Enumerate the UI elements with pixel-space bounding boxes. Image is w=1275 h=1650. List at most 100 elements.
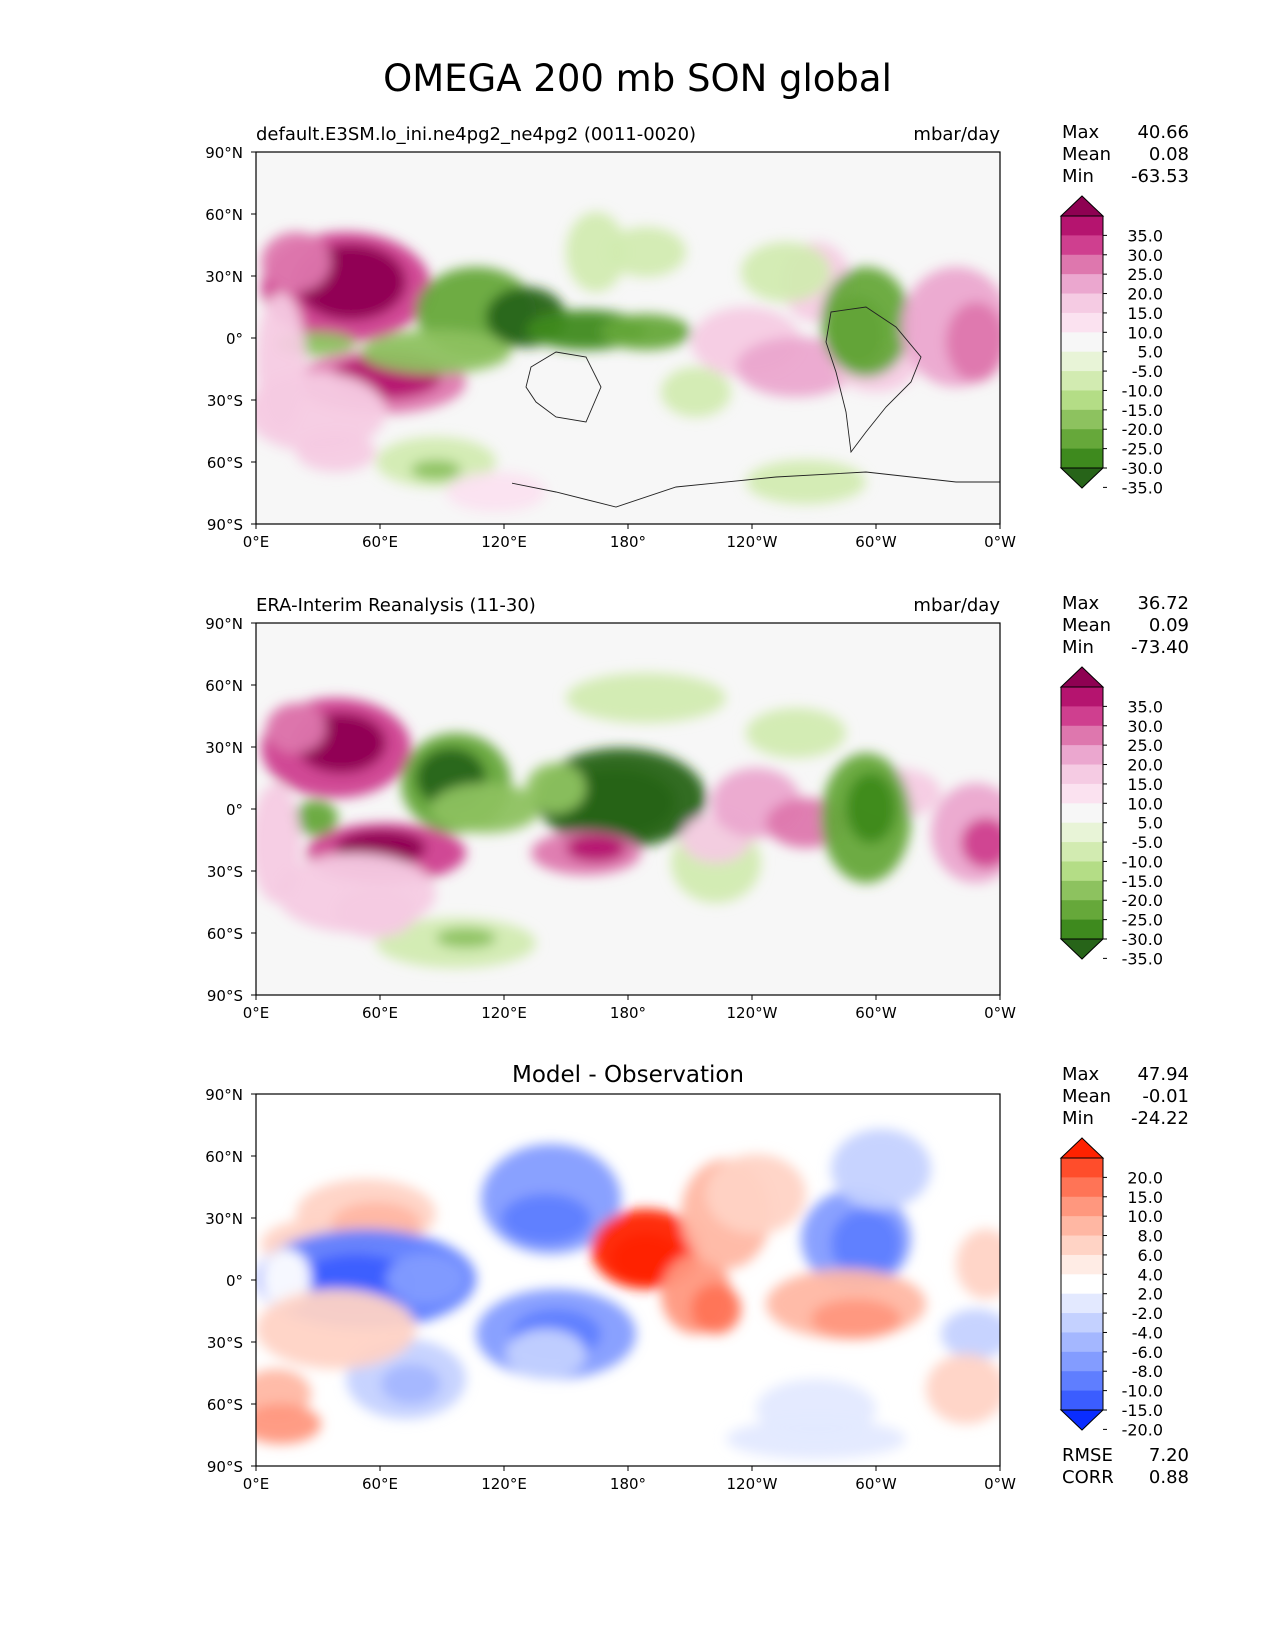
stat-value: -63.53	[1131, 166, 1189, 187]
stat-value: 7.20	[1149, 1445, 1189, 1466]
field-contour	[256, 292, 306, 432]
colorbar-label: -5.0	[1132, 833, 1163, 852]
colorbar-label: -30.0	[1122, 930, 1163, 949]
colorbar-segment	[1061, 1371, 1103, 1392]
colorbar-segment	[1061, 235, 1103, 256]
colorbar-extend-top	[1059, 195, 1105, 217]
colorbar: 35.030.025.020.015.010.05.0-5.0-10.0-15.…	[1059, 666, 1163, 968]
field-contour	[736, 337, 856, 397]
lat-tick-label: 30°S	[207, 392, 243, 410]
field-contour	[436, 928, 496, 948]
lon-tick-label: 0°W	[984, 1475, 1016, 1493]
colorbar-segment	[1061, 1332, 1103, 1353]
colorbar-label: 20.0	[1127, 756, 1163, 775]
colorbar-label: 15.0	[1127, 304, 1163, 323]
lat-tick-label: 90°S	[207, 1458, 243, 1476]
colorbar-segment	[1061, 409, 1103, 430]
field-contour	[926, 1354, 1000, 1424]
field-contour	[941, 1309, 1000, 1359]
stat-label: RMSE	[1062, 1445, 1113, 1466]
panel-obs: ERA-Interim Reanalysis (11-30) mbar/day 90…	[205, 593, 1189, 1022]
lat-tick-label: 90°N	[205, 1086, 243, 1104]
colorbar-label: -15.0	[1122, 1401, 1163, 1420]
colorbar-segment	[1061, 1235, 1103, 1256]
lat-tick-label: 90°S	[207, 516, 243, 534]
units-label: mbar/day	[913, 595, 1000, 616]
lat-tick-label: 30°N	[205, 268, 243, 286]
colorbar-label: -30.0	[1122, 459, 1163, 478]
field-contour	[256, 783, 301, 903]
stat-label: Mean	[1062, 144, 1111, 165]
lon-tick-label: 0°E	[243, 533, 270, 551]
field-contour	[261, 232, 331, 292]
field-contour	[811, 1299, 901, 1339]
stat-label: Mean	[1062, 615, 1111, 636]
lon-tick-label: 0°W	[984, 1004, 1016, 1022]
lat-tick-label: 90°S	[207, 987, 243, 1005]
colorbar-frame	[1060, 1157, 1104, 1411]
colorbar-segment	[1061, 216, 1103, 236]
colorbar-label: 25.0	[1127, 736, 1163, 755]
colorbar-label: 5.0	[1138, 814, 1163, 833]
colorbar-label: -20.0	[1122, 891, 1163, 910]
colorbar-segment	[1061, 842, 1103, 862]
units-label: mbar/day	[913, 124, 1000, 145]
field-contour	[336, 888, 416, 938]
colorbar-label: -4.0	[1132, 1323, 1163, 1342]
lon-tick-label: 60°E	[362, 1475, 398, 1493]
colorbar-segment	[1061, 274, 1103, 295]
lon-tick-label: 0°E	[243, 1004, 270, 1022]
field-contour	[831, 1209, 901, 1279]
colorbar-label: -25.0	[1122, 911, 1163, 930]
field-contour	[256, 1404, 321, 1444]
field-contour	[946, 302, 1000, 382]
lat-tick-label: 0°	[226, 801, 243, 819]
field-contour	[746, 460, 866, 504]
colorbar-segment	[1061, 390, 1103, 411]
colorbar-extend-bottom	[1059, 1409, 1105, 1431]
colorbar: 20.015.010.08.06.04.02.0-2.0-4.0-6.0-8.0…	[1059, 1137, 1163, 1439]
colorbar-label: -25.0	[1122, 440, 1163, 459]
panel-model: default.E3SM.lo_ini.ne4pg2_ne4pg2 (0011-…	[205, 122, 1189, 551]
colorbar-label: -10.0	[1122, 1382, 1163, 1401]
field-contour	[256, 1289, 416, 1369]
lon-tick-label: 180°	[610, 533, 646, 551]
stat-value: 47.94	[1137, 1064, 1189, 1085]
colorbar-segment	[1061, 371, 1103, 391]
colorbar-label: -20.0	[1122, 420, 1163, 439]
lon-tick-label: 60°W	[855, 1004, 897, 1022]
lat-tick-label: 60°N	[205, 1148, 243, 1166]
lon-tick-label: 60°E	[362, 1004, 398, 1022]
field-contour	[956, 1229, 1000, 1299]
colorbar-label: 15.0	[1127, 775, 1163, 794]
lat-tick-label: 0°	[226, 1272, 243, 1290]
field-contour	[411, 460, 461, 480]
colorbar-label: -6.0	[1132, 1343, 1163, 1362]
stat-value: -73.40	[1131, 637, 1189, 658]
colorbar-segment	[1061, 745, 1103, 766]
colorbar-label: 30.0	[1127, 717, 1163, 736]
colorbar-segment	[1061, 448, 1103, 469]
field-contour	[294, 800, 338, 836]
field-contour	[661, 367, 731, 417]
field-contour	[526, 763, 586, 813]
field-contours	[256, 212, 1000, 512]
colorbar-frame	[1060, 686, 1104, 940]
colorbar-extend-bottom	[1059, 938, 1105, 960]
colorbar-segment	[1061, 1196, 1103, 1217]
stat-value: 0.08	[1149, 144, 1189, 165]
field-contours	[256, 1129, 1000, 1459]
colorbar-segment	[1061, 1216, 1103, 1237]
stat-label: Min	[1062, 166, 1094, 187]
lat-tick-label: 90°N	[205, 615, 243, 633]
colorbar-segment	[1061, 822, 1103, 843]
colorbar-segment	[1061, 880, 1103, 901]
colorbar-label: 35.0	[1127, 697, 1163, 716]
colorbar-label: 6.0	[1138, 1246, 1163, 1265]
stat-label: Mean	[1062, 1086, 1111, 1107]
lat-tick-label: 30°S	[207, 1334, 243, 1352]
colorbar-label: 20.0	[1127, 1168, 1163, 1187]
colorbar-segment	[1061, 1254, 1103, 1275]
colorbar-extend-bottom	[1059, 467, 1105, 489]
colorbar-label: 30.0	[1127, 246, 1163, 265]
